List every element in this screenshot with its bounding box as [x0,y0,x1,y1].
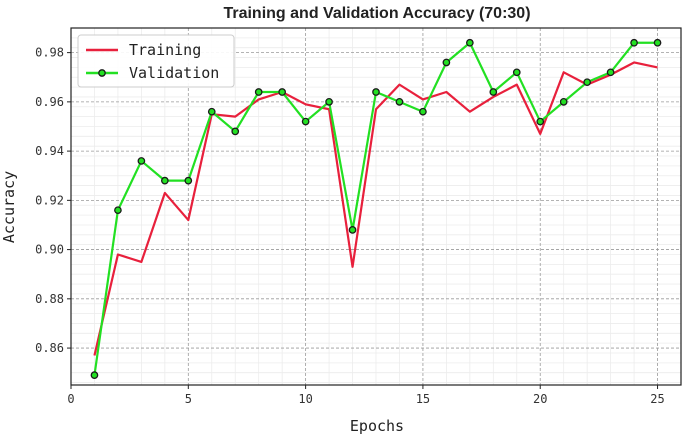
legend-marker-validation [98,69,106,77]
data-point-validation [419,107,427,116]
y-axis-ticks: 0.86 0.88 0.90 0.92 0.94 0.96 0.98 [35,46,71,355]
minor-grid [71,27,681,385]
data-point-validation [325,98,333,106]
plot-area-frame [70,27,682,386]
data-point-validation [184,176,193,185]
data-point-validation [442,58,451,67]
legend-label-validation: Validation [129,64,219,82]
major-grid [71,28,681,385]
data-point-validation [630,38,638,47]
data-point-validation [536,117,545,126]
x-tick-label: 25 [650,392,664,406]
data-point-validation [137,157,146,165]
data-point-validation [606,68,615,77]
data-point-validation [278,88,287,96]
data-point-validation [653,38,662,47]
data-point-validation [583,78,592,87]
series-layer [90,38,662,380]
y-tick-label: 0.96 [35,95,64,109]
data-point-validation [114,206,122,215]
chart-title: Training and Validation Accuracy (70:30) [223,5,530,22]
data-point-validation [231,127,240,136]
data-point-validation [90,371,99,380]
y-tick-label: 0.88 [35,292,64,306]
data-point-validation [512,68,521,77]
x-tick-label: 0 [67,392,74,406]
x-axis-ticks: 0 5 10 15 20 25 [67,385,665,406]
x-tick-label: 10 [298,392,312,406]
x-axis-label: Epochs [350,417,404,435]
data-point-validation [254,88,263,96]
legend: Training Validation [77,34,235,88]
data-point-validation [301,117,310,126]
data-point-validation [489,88,498,96]
legend-label-training: Training [129,41,201,59]
data-point-validation [465,38,474,47]
data-point-validation [395,98,404,106]
y-tick-label: 0.94 [35,144,64,158]
data-point-validation [559,98,568,106]
y-tick-label: 0.90 [35,243,64,257]
data-point-validation [372,88,380,96]
y-axis-label: Accuracy [0,171,18,243]
x-tick-label: 5 [185,392,192,406]
series-line-training [93,61,658,356]
data-point-validation [160,176,169,185]
x-tick-label: 15 [416,392,430,406]
data-point-validation [348,226,357,234]
y-tick-label: 0.86 [35,341,64,355]
y-tick-label: 0.98 [35,46,64,60]
y-tick-label: 0.92 [35,193,64,207]
x-tick-label: 20 [533,392,547,406]
data-point-validation [207,107,216,116]
